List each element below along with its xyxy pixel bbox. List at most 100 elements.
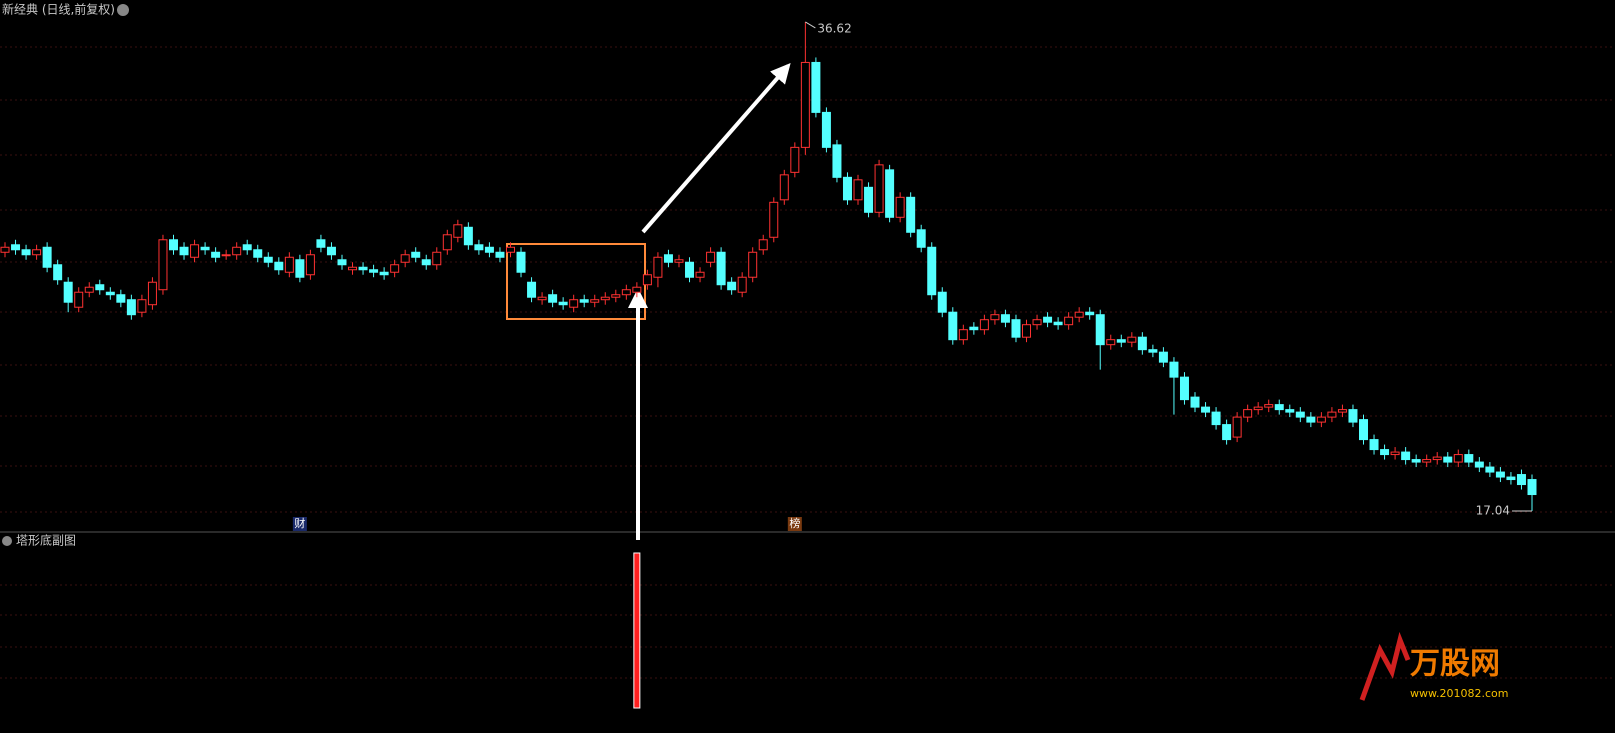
candle-body [1022,324,1032,338]
candle-body [411,251,421,258]
candle-body [821,111,831,148]
candle-body [221,254,231,257]
candle-body [906,196,916,233]
candle-body [663,254,673,263]
marker-box [787,517,802,531]
candle-body [516,251,526,273]
candle-body [779,174,789,201]
candle-body [348,266,358,271]
candle-body [674,259,684,263]
candle-body [211,251,221,258]
candle-body [495,251,505,258]
candle-body [895,196,905,218]
candle-body [95,284,105,291]
candle-body [1432,456,1442,461]
candle-body [1443,456,1453,463]
candle-body [716,251,726,286]
candle-body [147,281,157,306]
candle-body [1137,336,1147,351]
candle-body [484,246,494,253]
candle-body [769,201,779,238]
high-label: 36.62 [817,21,851,35]
grid [0,46,1615,679]
candle-body [1243,409,1253,418]
candle-body [295,259,305,278]
candle-body [800,61,810,148]
candle-body [1032,319,1042,326]
candle-body [263,256,273,263]
signal-bar [633,552,641,709]
watermark-name: 万股网 [1410,647,1500,682]
candle-body [1106,339,1116,346]
candle-body [116,294,126,303]
indicator-title: 塔形底副图 [16,533,76,548]
candle-body [390,264,400,273]
candle-body [316,239,326,248]
candle-body [1201,406,1211,413]
candle-body [1485,466,1495,473]
candle-body [421,259,431,266]
watermark-url: www.201082.com [1410,687,1508,700]
candle-body [32,249,42,256]
high-pointer [805,21,816,29]
candle-body [1327,411,1337,418]
candle-body [358,266,368,271]
candle-body [937,291,947,313]
candle-body [811,61,821,113]
candle-body [842,176,852,201]
candle-body [137,299,147,313]
candle-body [706,251,716,263]
candle-body [1148,349,1158,353]
candle-body [326,246,336,256]
candle-body [853,179,863,201]
candle-body [1169,361,1179,378]
candle-body [84,286,94,293]
candle-body [1116,339,1126,343]
candle-body [1369,439,1379,451]
candle-body [1316,416,1326,423]
candle-body [158,239,168,291]
candle-body [474,244,484,251]
candle-body [168,239,178,251]
candle-body [927,246,937,296]
candle-body [232,246,242,256]
candle-body [21,249,31,256]
candle-body [653,256,663,278]
candle-body [463,226,473,246]
candle-body [190,244,200,258]
title-menu[interactable] [117,4,129,16]
candle-body [1516,474,1526,486]
candle-body [0,246,10,253]
watermark: 万股网 www.201082.com [1359,631,1508,701]
candle-body [1411,459,1421,463]
candle-body [885,169,895,218]
indicator-menu[interactable] [2,536,12,546]
candle-body [548,294,558,303]
candle-body [864,186,874,213]
candle-body [916,229,926,248]
candle-body [748,251,758,278]
candle-body [337,259,347,266]
marker: 榜 [789,516,800,530]
candle-body [242,244,252,251]
candle-body [979,319,989,331]
candle-body [63,281,73,303]
candle-body [53,264,63,281]
candle-body [958,329,968,341]
candle-body [600,296,610,301]
candle-body [1495,471,1505,478]
candle-body [948,311,958,341]
candle-body [1359,419,1369,441]
candle-body [621,289,631,296]
candle-body [1074,311,1084,318]
candle-body [685,261,695,278]
candle-body [1348,409,1358,423]
marker-box [292,517,307,531]
candle-body [537,296,547,301]
candle-body [1011,319,1021,338]
candle-body [453,224,463,238]
candle-body [874,164,884,213]
candle-body [1232,416,1242,438]
